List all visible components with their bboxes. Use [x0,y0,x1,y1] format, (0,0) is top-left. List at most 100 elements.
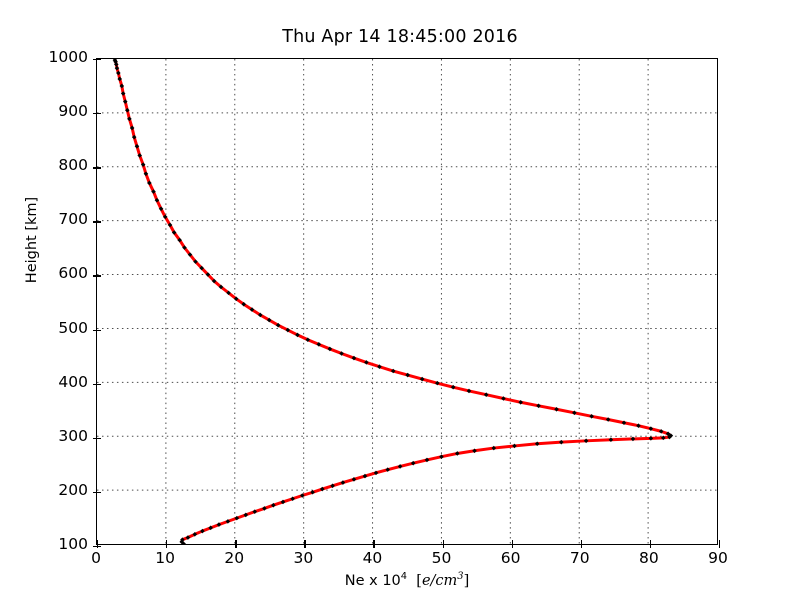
x-tick-mark [373,540,375,544]
data-point-marker [377,364,382,369]
x-tick-mark [511,540,513,544]
y-tick-label-300: 300 [58,426,88,445]
x-tick-mark-outer [166,544,168,548]
y-tick-mark-outer [93,546,97,548]
data-point-marker [140,162,146,167]
data-point-marker [319,486,325,492]
data-point-marker [127,116,132,122]
data-point-marker [583,438,589,444]
grid-lines [97,59,717,544]
x-tick-label-80: 80 [639,549,659,567]
data-point-marker [112,59,118,63]
data-point-marker [572,410,577,416]
data-point-marker [290,496,295,502]
data-point-marker [200,528,205,534]
y-tick-label-100: 100 [58,535,88,553]
data-point-marker [125,107,130,113]
x-tick-mark-outer [649,544,652,548]
data-point-marker [134,144,140,149]
x-tick-label-60: 60 [500,549,521,567]
data-point-marker [405,372,410,378]
data-point-marker [439,454,444,459]
data-point-marker [205,272,211,277]
x-tick-mark-outer [580,544,583,548]
y-tick-mark-outer [93,113,97,115]
x-axis-label-unit-numerator: e [421,573,431,589]
data-point-marker [158,206,164,212]
data-point-marker [390,368,396,374]
series-line-0 [113,59,673,544]
data-point-marker [275,322,281,328]
y-tick-mark [97,437,101,440]
data-point-marker [187,252,193,257]
data-point-marker [122,99,128,104]
data-point-marker [177,237,182,243]
x-tick-label-50: 50 [431,549,452,567]
data-point-marker [648,436,654,441]
y-tick-mark [97,546,101,548]
data-point-marker [137,153,143,158]
data-point-marker [310,489,315,495]
y-tick-mark [97,59,101,61]
data-point-marker [483,392,489,398]
y-tick-mark [97,491,101,494]
x-axis-label-unit-exponent: 3 [457,571,464,583]
x-axis-label-exponent: 4 [400,571,408,583]
x-tick-label-70: 70 [569,549,590,567]
data-point-marker [211,278,217,284]
data-point-marker [364,360,369,365]
x-tick-mark [580,540,583,544]
data-point-marker [305,337,311,343]
x-tick-label-0: 0 [91,549,101,567]
x-tick-mark-outer [304,544,306,548]
data-point-marker [151,189,156,194]
data-point-marker [243,512,249,518]
data-series-layer [112,59,674,544]
data-point-marker [636,423,641,429]
y-tick-mark-outer [93,383,97,385]
data-point-marker [120,91,126,96]
data-point-marker [182,245,187,250]
data-point-marker [454,451,460,456]
x-tick-mark-outer [442,544,444,548]
y-tick-label-500: 500 [58,318,88,337]
x-axis-label-unit-slash: / [430,573,436,589]
y-tick-mark-outer [93,59,97,61]
data-point-marker [116,70,121,76]
y-tick-mark-outer [93,437,97,440]
data-point-marker [660,435,666,441]
data-point-marker [299,493,305,498]
data-point-marker [185,535,191,540]
y-tick-label-800: 800 [58,156,88,175]
y-tick-mark-outer [93,491,97,494]
data-point-marker [147,180,152,186]
x-tick-mark [97,540,99,544]
x-tick-label-90: 90 [708,549,728,567]
y-tick-mark [97,167,101,169]
x-tick-label-10: 10 [155,549,175,567]
y-tick-label-600: 600 [58,264,88,283]
x-axis-label: Ne x 104 [e/cm3] [96,571,718,589]
y-tick-label-200: 200 [58,480,88,499]
data-point-marker [295,332,300,338]
y-tick-mark [97,275,101,277]
y-tick-label-1000: 1000 [48,48,88,66]
y-tick-mark-outer [93,221,97,223]
y-tick-mark [97,113,101,115]
data-point-marker [589,413,594,419]
x-tick-mark [719,540,721,544]
x-axis-label-bracket-close: ] [463,573,470,589]
data-point-marker [180,537,185,542]
y-tick-mark [97,383,101,385]
data-point-marker [605,417,611,422]
x-tick-mark [166,540,168,544]
series-markers-0 [112,59,674,544]
data-point-marker [117,76,123,82]
chart-title: Thu Apr 14 18:45:00 2016 [282,27,518,47]
x-tick-mark-outer [719,544,721,548]
data-point-marker [554,406,559,412]
x-tick-mark [442,540,444,544]
data-point-marker [466,388,472,394]
y-tick-mark [97,221,101,223]
